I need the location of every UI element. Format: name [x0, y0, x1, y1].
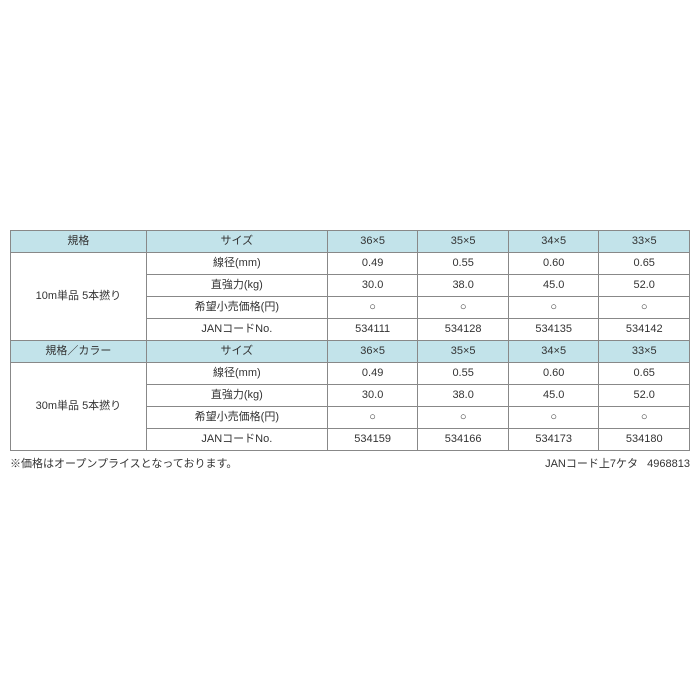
- cell: ○: [327, 297, 418, 319]
- cell: 534159: [327, 429, 418, 451]
- jan-prefix-value: 4968813: [647, 458, 690, 470]
- cell: 30.0: [327, 385, 418, 407]
- cell: 52.0: [599, 385, 690, 407]
- cell: 534180: [599, 429, 690, 451]
- cell: 38.0: [418, 385, 509, 407]
- jan-prefix: JANコード上7ケタ 4968813: [545, 455, 690, 471]
- spec-header: 規格: [11, 231, 147, 253]
- cell: 0.60: [508, 363, 599, 385]
- cell: 0.55: [418, 253, 509, 275]
- size-header: 33×5: [599, 341, 690, 363]
- size-header: 34×5: [508, 341, 599, 363]
- size-header: 34×5: [508, 231, 599, 253]
- cell: 0.65: [599, 363, 690, 385]
- cell: ○: [508, 297, 599, 319]
- param-header: サイズ: [146, 231, 327, 253]
- cell: ○: [599, 407, 690, 429]
- size-header: 35×5: [418, 341, 509, 363]
- cell: 45.0: [508, 275, 599, 297]
- cell: 38.0: [418, 275, 509, 297]
- spec-header: 規格／カラー: [11, 341, 147, 363]
- size-header: 35×5: [418, 231, 509, 253]
- cell: 52.0: [599, 275, 690, 297]
- param-label: JANコードNo.: [146, 429, 327, 451]
- param-header: サイズ: [146, 341, 327, 363]
- table-row: 10m単品 5本撚り 線径(mm) 0.49 0.55 0.60 0.65: [11, 253, 690, 275]
- cell: 0.49: [327, 363, 418, 385]
- cell: ○: [508, 407, 599, 429]
- param-label: 希望小売価格(円): [146, 297, 327, 319]
- table-header-row: 規格 サイズ 36×5 35×5 34×5 33×5: [11, 231, 690, 253]
- param-label: JANコードNo.: [146, 319, 327, 341]
- param-label: 希望小売価格(円): [146, 407, 327, 429]
- cell: 45.0: [508, 385, 599, 407]
- cell: 30.0: [327, 275, 418, 297]
- price-note: ※価格はオープンプライスとなっております。: [10, 455, 237, 471]
- param-label: 線径(mm): [146, 253, 327, 275]
- spec-table: 規格 サイズ 36×5 35×5 34×5 33×5 10m単品 5本撚り 線径…: [10, 230, 690, 451]
- cell: 0.49: [327, 253, 418, 275]
- param-label: 線径(mm): [146, 363, 327, 385]
- table-footer: ※価格はオープンプライスとなっております。 JANコード上7ケタ 4968813: [10, 455, 690, 471]
- table-row: 30m単品 5本撚り 線径(mm) 0.49 0.55 0.60 0.65: [11, 363, 690, 385]
- cell: ○: [327, 407, 418, 429]
- size-header: 36×5: [327, 341, 418, 363]
- cell: 534128: [418, 319, 509, 341]
- size-header: 33×5: [599, 231, 690, 253]
- group-label: 10m単品 5本撚り: [11, 253, 147, 341]
- jan-prefix-label: JANコード上7ケタ: [545, 458, 638, 470]
- cell: 534166: [418, 429, 509, 451]
- size-header: 36×5: [327, 231, 418, 253]
- cell: 534135: [508, 319, 599, 341]
- cell: ○: [599, 297, 690, 319]
- cell: 0.55: [418, 363, 509, 385]
- cell: 0.60: [508, 253, 599, 275]
- cell: 0.65: [599, 253, 690, 275]
- group-label: 30m単品 5本撚り: [11, 363, 147, 451]
- cell: 534173: [508, 429, 599, 451]
- cell: ○: [418, 407, 509, 429]
- cell: 534111: [327, 319, 418, 341]
- cell: ○: [418, 297, 509, 319]
- param-label: 直強力(kg): [146, 275, 327, 297]
- table-header-row: 規格／カラー サイズ 36×5 35×5 34×5 33×5: [11, 341, 690, 363]
- cell: 534142: [599, 319, 690, 341]
- param-label: 直強力(kg): [146, 385, 327, 407]
